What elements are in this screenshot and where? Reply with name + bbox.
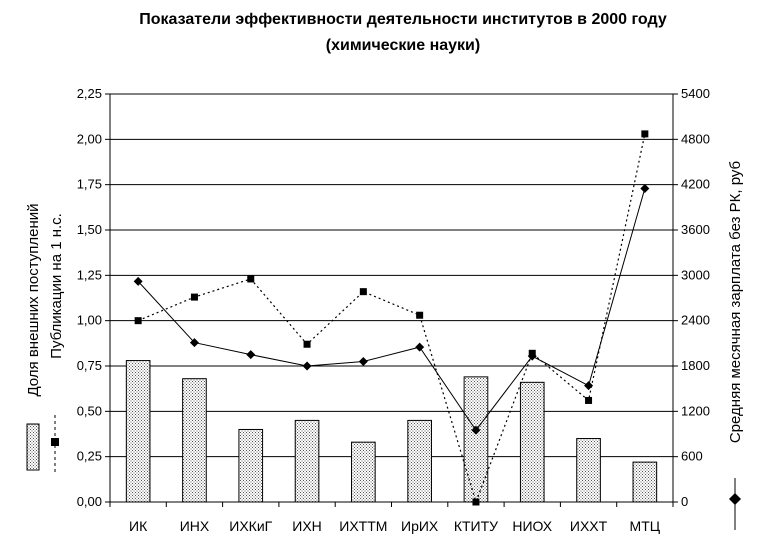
left-tick-label: 1,75 — [77, 177, 102, 192]
bar — [407, 419, 432, 503]
solid-series-point — [584, 381, 594, 391]
bar — [238, 428, 264, 503]
left-tick-label: 1,25 — [77, 267, 102, 282]
legend-key-bars — [26, 423, 40, 471]
bar — [294, 419, 320, 503]
chart-title: Показатели эффективности деятельности ин… — [139, 11, 667, 28]
bar-series — [125, 360, 658, 503]
right-axis-ticks: 0 600 1200 1800 2400 3000 3600 4200 4800 5400 — [673, 86, 710, 509]
chart-subtitle: (химические науки) — [326, 37, 480, 54]
dotted-series-point — [585, 396, 593, 404]
solid-series-point — [133, 276, 143, 286]
category-labels: ИК ИНХ ИХКиГ ИХН ИХТТМ ИрИХ КТИТУ НИОХ ИХХТ МТЦ — [129, 518, 661, 534]
left-axis-ticks: 0,00 0,25 0,50 0,75 1,00 1,25 1,50 1,75 2,00 2,25 — [77, 86, 110, 509]
right-tick-label: 2400 — [681, 313, 710, 328]
dotted-series-point — [472, 498, 480, 506]
right-tick-label: 4200 — [681, 177, 710, 192]
right-tick-label: 600 — [681, 449, 703, 464]
solid-series-point — [246, 350, 256, 360]
category-label: НИОХ — [512, 518, 552, 534]
right-tick-label: 0 — [681, 494, 688, 509]
solid-series-line — [137, 188, 646, 432]
bar — [632, 461, 658, 503]
right-tick-label: 1200 — [681, 403, 710, 418]
category-label: МТЦ — [630, 518, 661, 534]
solid-series-point — [415, 342, 425, 352]
right-tick-label: 3600 — [681, 222, 710, 237]
category-label: ИК — [129, 518, 148, 534]
dotted-series-line — [137, 133, 646, 504]
left-tick-label: 2,25 — [77, 86, 102, 101]
bar — [463, 376, 489, 503]
bar — [351, 441, 376, 503]
dotted-series-point — [190, 293, 198, 301]
left-tick-label: 1,50 — [77, 222, 102, 237]
left-tick-label: 0,00 — [77, 494, 102, 509]
bar — [125, 360, 151, 503]
category-label: ИХН — [292, 518, 322, 534]
bar — [576, 438, 601, 503]
bar — [182, 378, 207, 503]
left-axis-label-1: Доля внешних поступлений — [25, 203, 42, 396]
dotted-series-point — [641, 130, 649, 138]
left-axis-label-2: Публикации на 1 н.с. — [48, 213, 65, 359]
right-tick-label: 4800 — [681, 131, 710, 146]
dotted-series-point — [247, 275, 255, 283]
dotted-series-point — [303, 340, 311, 348]
solid-series-point — [358, 356, 368, 366]
solid-series-point — [640, 183, 650, 193]
solid-series-point — [471, 425, 481, 435]
left-tick-label: 2,00 — [77, 131, 102, 146]
line-series — [133, 130, 650, 506]
solid-series-point — [189, 338, 199, 348]
left-tick-label: 0,50 — [77, 403, 102, 418]
axes — [109, 94, 674, 507]
dotted-series-point — [359, 288, 367, 296]
left-tick-label: 1,00 — [77, 313, 102, 328]
right-tick-label: 1800 — [681, 358, 710, 373]
solid-series-point — [302, 361, 312, 371]
category-label: КТИТУ — [454, 518, 498, 534]
left-tick-label: 0,75 — [77, 358, 102, 373]
right-axis-label: Средняя месячная зарплата без РК, руб — [727, 161, 744, 443]
legend-key-dotted-line — [51, 415, 59, 475]
right-tick-label: 5400 — [681, 86, 710, 101]
bar — [519, 381, 545, 503]
dotted-series-point — [416, 311, 424, 319]
category-label: ИХХТ — [570, 518, 608, 534]
solid-series-point — [527, 351, 537, 361]
category-label: ИрИХ — [401, 518, 439, 534]
dotted-series-point — [134, 317, 142, 325]
category-label: ИХТТМ — [339, 518, 387, 534]
right-tick-label: 3000 — [681, 267, 710, 282]
left-tick-label: 0,25 — [77, 449, 102, 464]
legend-key-solid-line — [729, 478, 741, 530]
category-label: ИНХ — [180, 518, 210, 534]
category-label: ИХКиГ — [229, 518, 272, 534]
